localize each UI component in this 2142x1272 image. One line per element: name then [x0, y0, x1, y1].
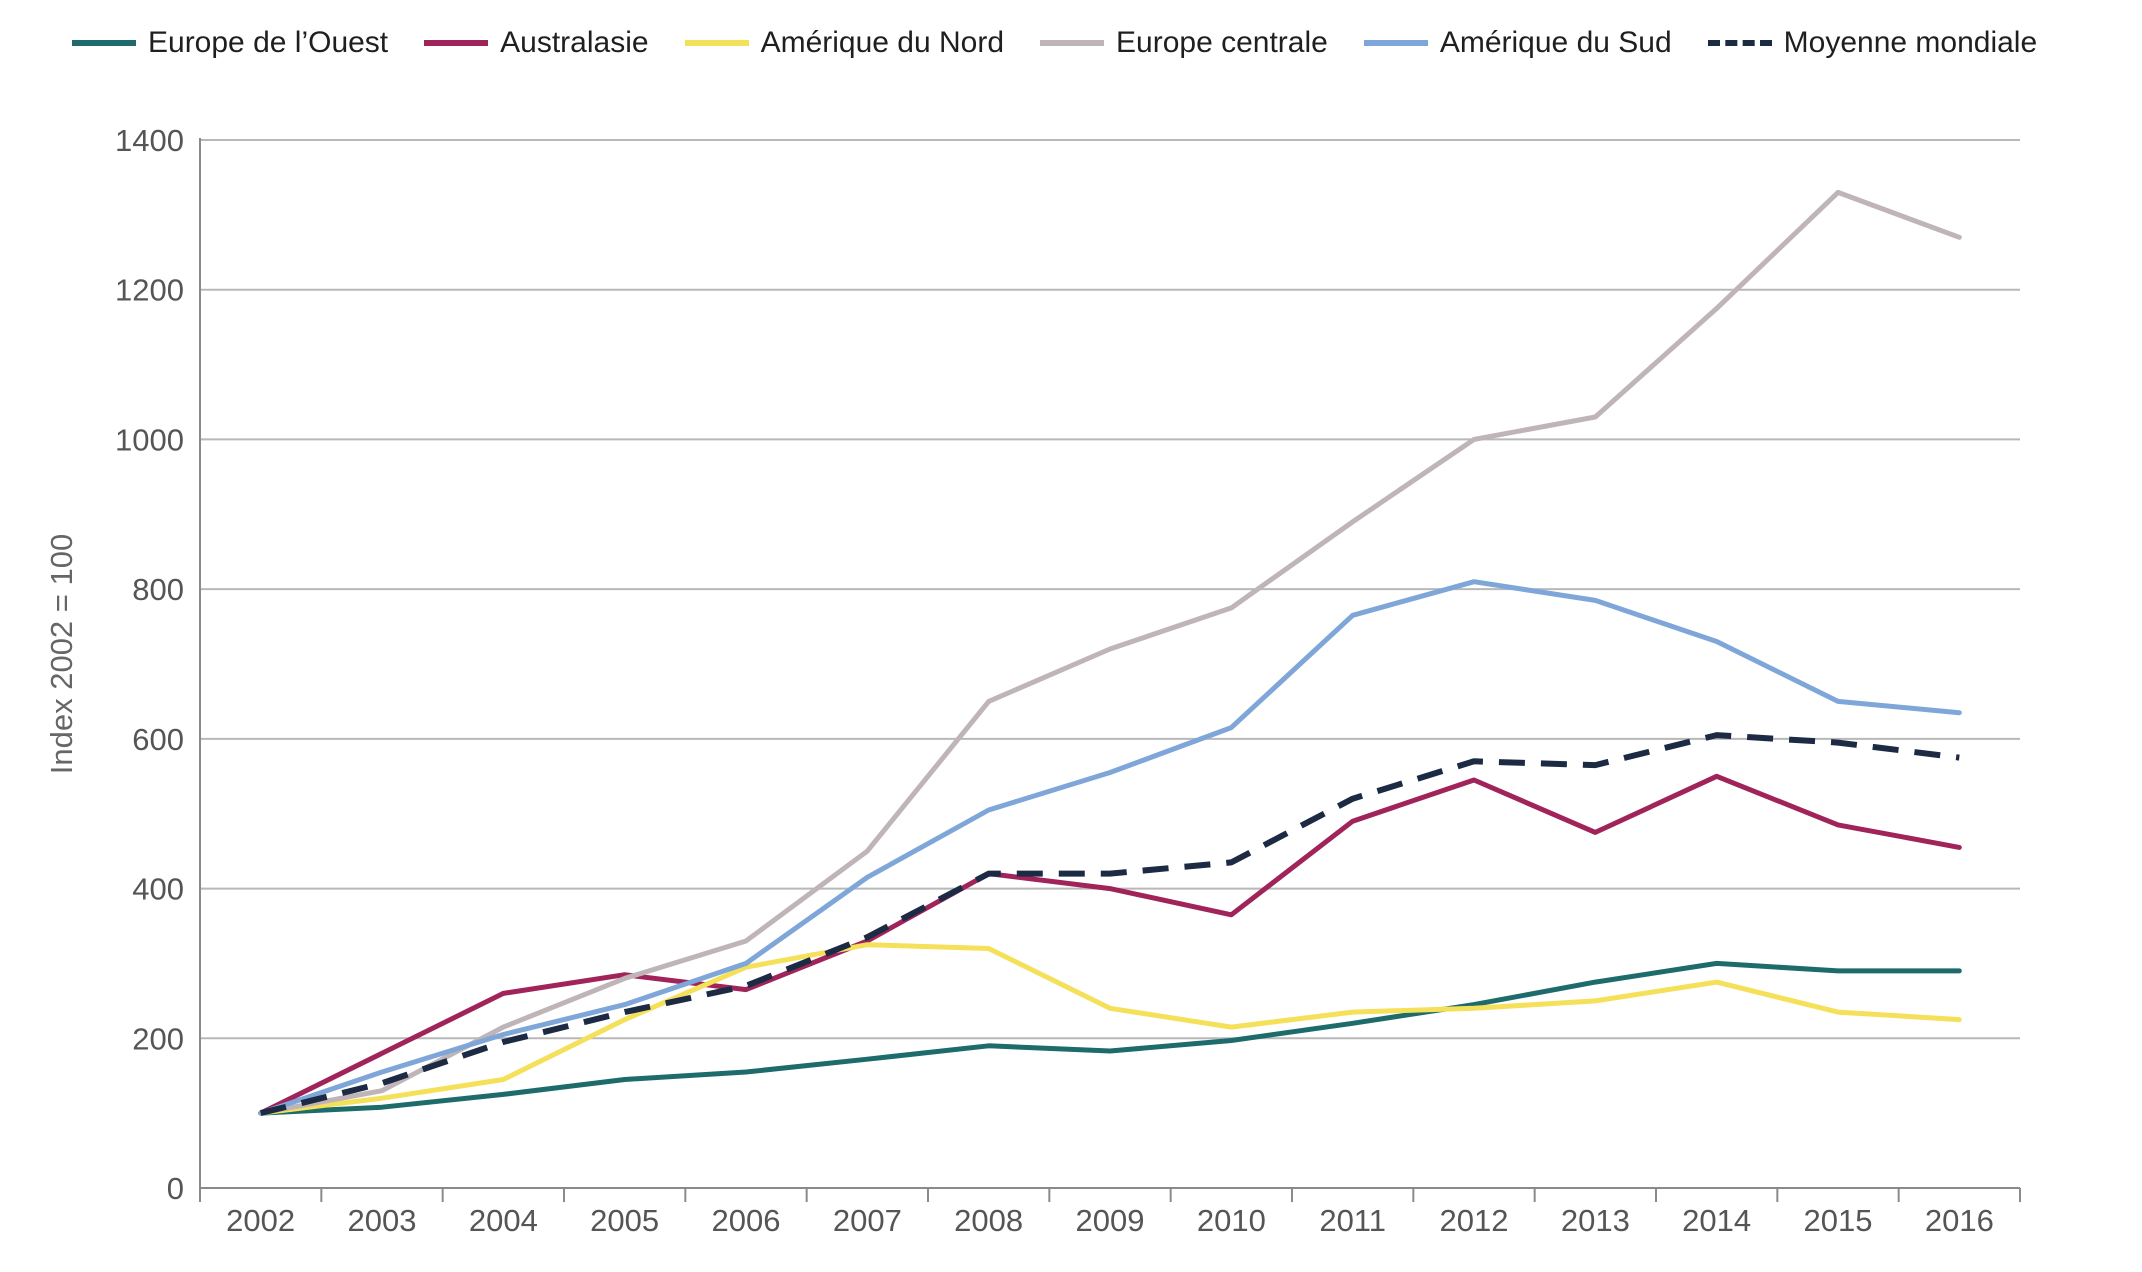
legend-item: Europe de l’Ouest	[72, 26, 388, 60]
legend-item: Amérique du Nord	[684, 26, 1005, 60]
legend-label: Amérique du Sud	[1439, 26, 1672, 59]
x-tick-label: 2002	[226, 1203, 295, 1238]
legend-item: Australasie	[424, 26, 649, 60]
series-line	[258, 942, 1962, 1116]
axes	[199, 138, 2021, 1202]
y-tick-label: 1200	[115, 273, 184, 308]
x-tick-label: 2006	[712, 1203, 781, 1238]
x-tick-label: 2003	[348, 1203, 417, 1238]
legend-swatch	[72, 40, 136, 46]
legend-item: Europe centrale	[1040, 26, 1328, 60]
series-lines	[258, 189, 1962, 1117]
y-tick-label: 400	[132, 872, 184, 907]
x-tick-labels: 2002 2003 2004 2005 2006 2007 2008 2009 2010 2011…	[226, 1203, 1994, 1238]
x-tick-label: 2007	[833, 1203, 902, 1238]
legend-swatch	[424, 40, 489, 46]
legend: Europe de l’Ouest Australasie Amérique du …	[72, 18, 2073, 68]
legend-label: Moyenne mondiale	[1783, 26, 2038, 59]
series-line	[258, 960, 1962, 1116]
series-line	[258, 579, 1962, 1116]
y-tick-label: 800	[132, 572, 184, 607]
x-tick-label: 2015	[1804, 1203, 1873, 1238]
y-tick-label: 600	[132, 722, 184, 757]
x-tick-label: 2005	[590, 1203, 659, 1238]
x-tick-label: 2013	[1561, 1203, 1630, 1238]
legend-swatch	[1363, 40, 1428, 46]
x-tick-label: 2012	[1440, 1203, 1509, 1238]
legend-label: Amérique du Nord	[760, 26, 1005, 59]
series-line	[258, 773, 1962, 1116]
gridlines	[200, 139, 2020, 1040]
legend-item: Amérique du Sud	[1363, 26, 1672, 60]
y-tick-label: 0	[167, 1171, 184, 1206]
legend-swatch	[684, 40, 749, 46]
legend-label: Europe de l’Ouest	[148, 26, 389, 59]
y-tick-label: 200	[132, 1021, 184, 1056]
series-line	[258, 189, 1962, 1116]
y-tick-label: 1000	[115, 422, 184, 457]
legend-label: Europe centrale	[1116, 26, 1328, 59]
legend-label: Australasie	[500, 26, 649, 59]
legend-swatch	[1040, 40, 1105, 46]
x-tick-label: 2014	[1682, 1203, 1751, 1238]
y-tick-labels: 0 200 400 600 800 1000 1200 1400	[115, 123, 184, 1206]
y-tick-label: 1400	[115, 123, 184, 158]
x-tick-label: 2011	[1319, 1203, 1386, 1238]
x-tick-label: 2010	[1197, 1203, 1266, 1238]
legend-item: Moyenne mondiale	[1707, 26, 2038, 60]
legend-swatch	[1707, 40, 1772, 46]
y-axis-label: Index 2002 = 100	[44, 534, 79, 774]
x-tick-label: 2004	[469, 1203, 538, 1238]
x-tick-label: 2008	[954, 1203, 1023, 1238]
x-tick-label: 2016	[1925, 1203, 1994, 1238]
x-tick-label: 2009	[1076, 1203, 1145, 1238]
series-line	[259, 732, 1960, 1117]
